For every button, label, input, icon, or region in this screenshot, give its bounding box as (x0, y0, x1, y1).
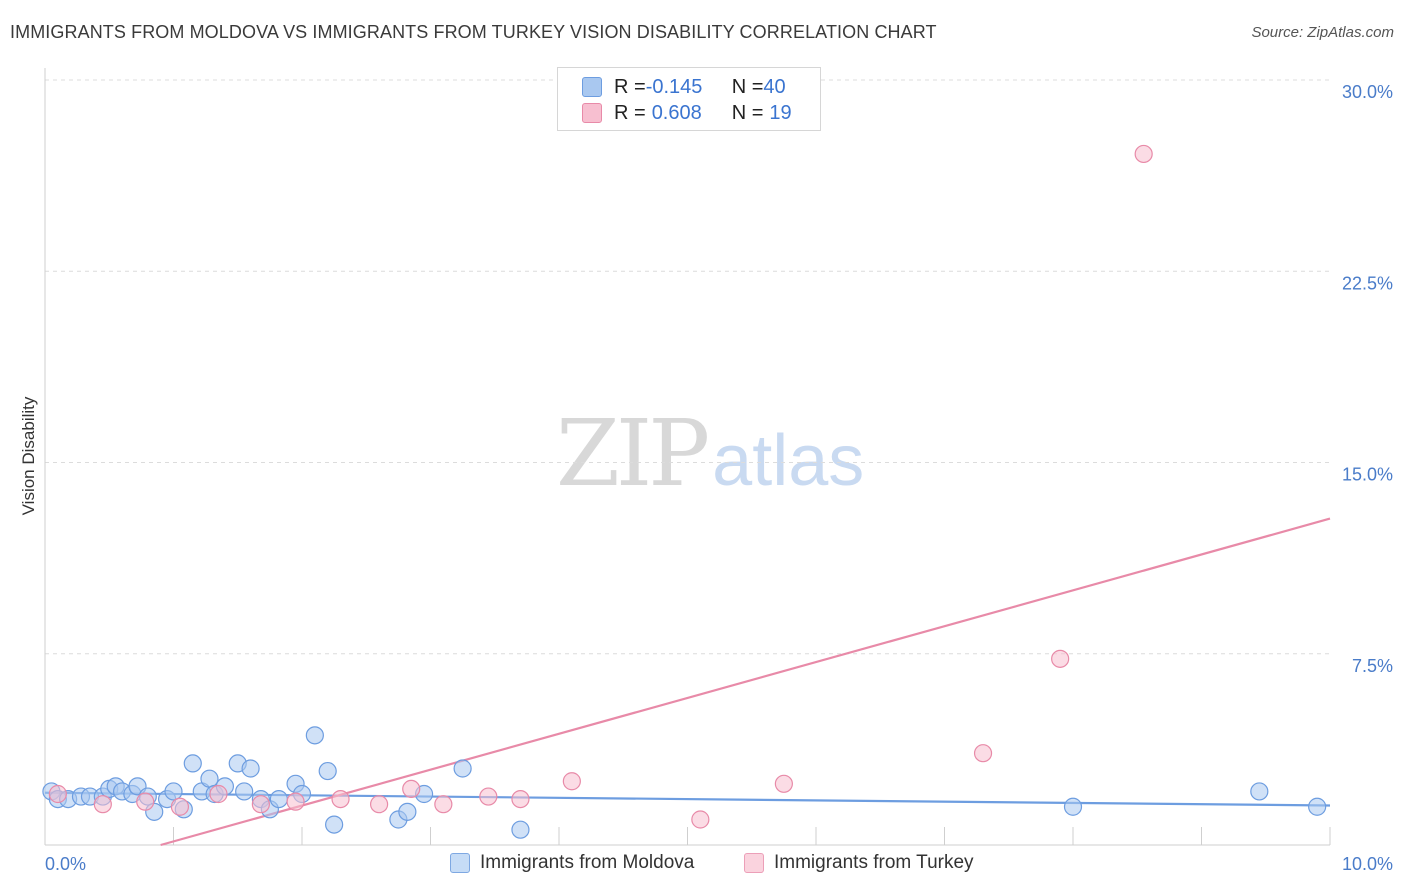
moldova-point (305, 726, 324, 745)
x-tick-label: 0.0% (45, 854, 86, 874)
legend-n-value: 19 (769, 101, 792, 124)
moldova-point (200, 769, 219, 788)
point-layer (42, 144, 1327, 839)
turkey-point (170, 797, 190, 816)
label-layer: 7.5% 15.0% 22.5% 30.0% 0.0% 10.0% (45, 82, 1393, 874)
moldova-point (1063, 797, 1083, 816)
turkey-point (331, 789, 350, 809)
y-tick-label: 7.5% (1352, 656, 1393, 676)
turkey-point (93, 795, 112, 814)
moldova-point (241, 759, 260, 778)
grid-layer (45, 79, 1330, 655)
watermark-zip: ZIP (556, 400, 710, 507)
trend-line (160, 517, 1331, 847)
legend-r-value: 0.608 (651, 101, 702, 124)
y-tick-label: 30.0% (1342, 82, 1393, 102)
watermark-atlas: atlas (712, 421, 865, 501)
legend-item-turkey[interactable]: Immigrants from Turkey (744, 852, 974, 874)
legend-n-label: N = (731, 101, 764, 124)
moldova-point (325, 815, 344, 834)
turkey-point (48, 784, 67, 804)
moldova-swatch (450, 853, 470, 873)
x-tick-label: 10.0% (1342, 854, 1393, 874)
moldova-point (511, 820, 530, 839)
moldova-point (1308, 797, 1327, 816)
turkey-point (562, 772, 581, 791)
legend-r-label: R = (614, 75, 646, 98)
moldova-point (1250, 782, 1269, 801)
turkey-point (511, 789, 530, 809)
turkey-point (209, 784, 228, 804)
turkey-swatch (744, 853, 764, 873)
moldova-swatch (582, 77, 602, 97)
moldova-point (318, 761, 337, 781)
turkey-point (973, 744, 993, 763)
moldova-point (269, 789, 288, 809)
turkey-point (1051, 649, 1070, 668)
y-tick-label: 15.0% (1342, 465, 1393, 485)
moldova-point (453, 759, 472, 778)
y-axis-label: Vision Disability (19, 396, 38, 515)
legend-r-value: -0.145 (645, 75, 703, 98)
legend-label-turkey: Immigrants from Turkey (774, 852, 974, 873)
turkey-point (774, 774, 793, 793)
turkey-swatch (582, 103, 602, 123)
legend-row-moldova: R = -0.145 N = 40 (582, 74, 786, 100)
turkey-point (402, 779, 421, 799)
moldova-point (235, 782, 254, 801)
turkey-point (251, 795, 270, 814)
source-label: Source: ZipAtlas.com (1251, 24, 1394, 41)
turkey-point (479, 787, 498, 806)
correlation-legend: R = -0.145 N = 40 R = 0.608 N = 19 (557, 67, 821, 131)
turkey-point (434, 795, 453, 814)
legend-n-value: 40 (763, 75, 786, 98)
legend-row-turkey: R = 0.608 N = 19 (582, 100, 792, 126)
legend-n-label: N = (731, 75, 764, 98)
axis-layer (44, 68, 1331, 846)
legend-label-moldova: Immigrants from Moldova (480, 852, 695, 873)
chart-title: IMMIGRANTS FROM MOLDOVA VS IMMIGRANTS FR… (10, 22, 937, 42)
moldova-point (398, 802, 417, 821)
moldova-point (164, 782, 183, 801)
turkey-point (1134, 144, 1153, 164)
turkey-point (370, 795, 389, 814)
y-tick-label: 22.5% (1342, 273, 1393, 293)
watermark: ZIPatlas (556, 400, 864, 507)
turkey-point (691, 810, 710, 829)
moldova-point (183, 754, 202, 773)
legend-r-label: R = (614, 101, 646, 124)
turkey-point (286, 792, 305, 811)
turkey-point (136, 792, 155, 811)
series-legend: Immigrants from Moldova Immigrants from … (0, 852, 1406, 878)
legend-item-moldova[interactable]: Immigrants from Moldova (450, 852, 694, 874)
